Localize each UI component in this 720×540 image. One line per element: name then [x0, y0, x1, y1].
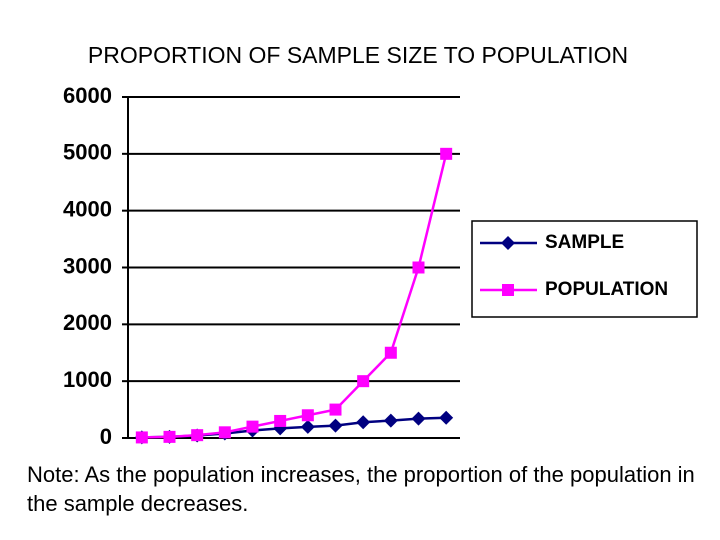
data-point — [383, 413, 398, 428]
data-point — [246, 420, 259, 433]
data-point — [384, 346, 397, 359]
series-line — [141, 153, 448, 439]
data-point — [135, 431, 148, 444]
y-tick-label: 0 — [100, 424, 112, 449]
legend-marker — [502, 284, 514, 296]
y-tick-label: 4000 — [63, 196, 112, 221]
data-point — [301, 409, 314, 422]
data-point — [357, 375, 370, 388]
data-point — [163, 430, 176, 443]
data-point — [412, 261, 425, 274]
data-point — [191, 429, 204, 442]
data-point — [274, 414, 287, 427]
data-point — [218, 426, 231, 439]
legend-label: POPULATION — [545, 279, 668, 300]
y-tick-label: 1000 — [63, 367, 112, 392]
y-tick-label: 5000 — [63, 140, 112, 165]
data-point — [439, 410, 454, 425]
legend-marker — [501, 236, 515, 250]
series-line — [141, 416, 447, 439]
data-point — [328, 418, 343, 433]
data-point — [440, 147, 453, 160]
y-tick-label: 6000 — [63, 83, 112, 108]
legend-label: SAMPLE — [545, 232, 624, 253]
y-tick-label: 3000 — [63, 253, 112, 278]
data-point — [356, 415, 371, 430]
chart-title: PROPORTION OF SAMPLE SIZE TO POPULATION — [88, 42, 628, 68]
y-tick-label: 2000 — [63, 310, 112, 335]
legend-box — [471, 220, 698, 318]
data-point — [411, 411, 426, 426]
data-point — [300, 419, 315, 434]
note: Note: As the population increases, the p… — [27, 462, 695, 516]
data-point — [329, 403, 342, 416]
